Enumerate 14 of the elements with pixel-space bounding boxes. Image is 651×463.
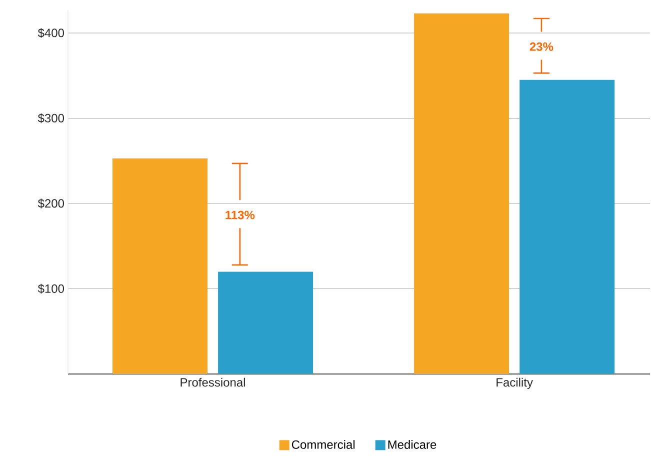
- legend-label: Commercial: [292, 440, 355, 449]
- legend-label: Medicare: [388, 440, 436, 449]
- bar: [218, 272, 314, 374]
- bar: [414, 13, 510, 374]
- bar: [520, 80, 615, 374]
- y-tick-label: $200: [38, 198, 64, 208]
- annotation: 23%: [530, 42, 554, 51]
- bar: [112, 158, 208, 374]
- y-tick-label: $100: [38, 284, 64, 294]
- annotation: 113%: [226, 210, 255, 220]
- x-tick-label: Facility: [496, 378, 533, 390]
- x-tick-label: Professional: [180, 378, 245, 387]
- y-tick-label: $300: [38, 113, 64, 124]
- y-tick-label: $400: [38, 28, 64, 38]
